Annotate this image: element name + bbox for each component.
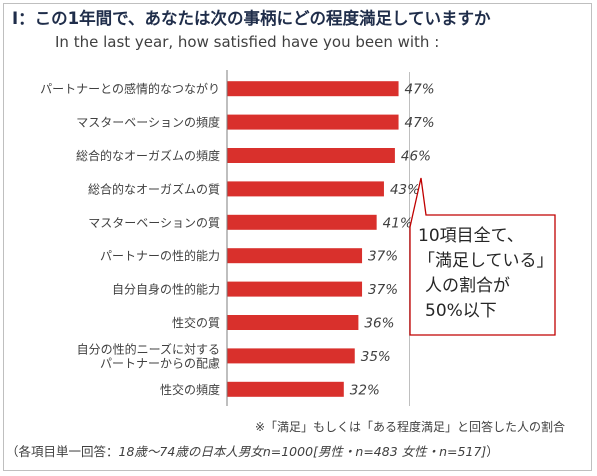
value-label: 47%: [405, 115, 435, 131]
category-label: パートナーとの感情的なつながり: [40, 81, 220, 96]
value-label: 35%: [361, 349, 391, 365]
bar: [227, 114, 399, 130]
category-label: 総合的なオーガズムの質: [88, 181, 220, 196]
category-label: マスターベーションの頻度: [76, 115, 220, 130]
sample-basis: （各項目単一回答：18歳〜74歳の日本人男女n=1000[男性・n=483 女性…: [6, 441, 499, 460]
footnote: ※「満足」もしくは「ある程度満足」と回答した人の割合: [255, 420, 566, 434]
basis-prefix: （各項目単一回答：: [6, 444, 119, 459]
bar: [227, 315, 359, 330]
category-label: 性交の質: [172, 315, 220, 330]
bar: [227, 281, 363, 297]
bar: [227, 181, 384, 197]
value-label: 37%: [368, 249, 398, 265]
bar: [227, 81, 399, 97]
value-label: 36%: [364, 316, 394, 332]
category-label: 性交の頻度: [160, 382, 220, 397]
callout-text: 10項目全て、「満足している」人の割合が 50%以下: [418, 226, 554, 321]
value-label: 47%: [405, 82, 435, 98]
basis-suffix: ）: [486, 444, 499, 459]
value-label: 43%: [390, 182, 420, 198]
bar: [227, 214, 377, 230]
value-label: 41%: [383, 215, 413, 231]
value-label: 46%: [401, 149, 431, 165]
value-label: 37%: [368, 282, 398, 298]
category-label: 自分の性的ニーズに対するパートナーからの配慮: [77, 341, 220, 370]
bar: [227, 148, 395, 163]
callout-box: [409, 177, 556, 336]
value-label: 32%: [350, 382, 380, 398]
page-title: Ⅰ：この1年間で、あなたは次の事柄にどの程度満足していますか: [12, 9, 491, 28]
bar: [227, 248, 363, 264]
page-subtitle: In the last year, how satisfied have you…: [55, 33, 440, 51]
basis-sample: 18歳〜74歳の日本人男女n=1000[男性・n=483 女性・n=517]: [118, 444, 487, 459]
category-label: マスターベーションの質: [88, 215, 220, 230]
category-label: パートナーの性的能力: [100, 248, 220, 263]
bar: [227, 381, 344, 397]
category-label: 自分自身の性的能力: [112, 282, 220, 297]
bar: [227, 348, 355, 364]
category-label: 総合的なオーガズムの頻度: [76, 148, 220, 163]
